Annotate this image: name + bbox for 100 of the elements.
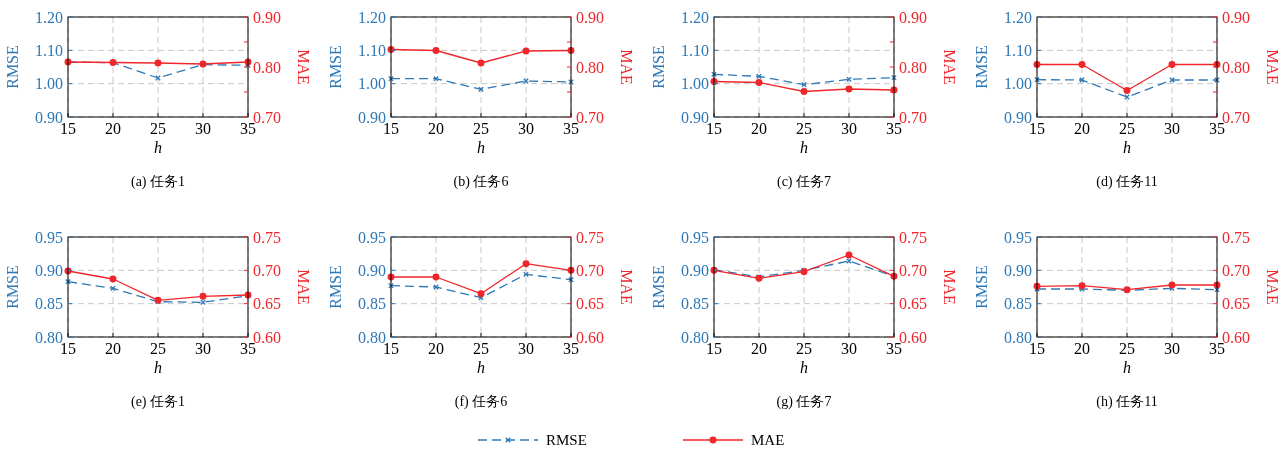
- y2-tick-label: 0.70: [253, 261, 281, 279]
- y2-tick-label: 0.70: [576, 261, 604, 279]
- y-tick-label: 0.95: [35, 228, 63, 246]
- y-tick-label: 0.80: [358, 328, 386, 346]
- y2-tick-label: 0.75: [1222, 228, 1250, 246]
- y2-tick-label: 0.65: [253, 295, 281, 313]
- x-tick-label: 30: [1164, 340, 1180, 357]
- y2-tick-label: 0.65: [899, 295, 927, 313]
- x-tick-label: 30: [841, 120, 857, 137]
- y2-axis-title: MAE: [1264, 269, 1281, 305]
- x-tick-label: 25: [1119, 340, 1135, 357]
- legend-label: MAE: [751, 432, 785, 449]
- y-tick-label: 1.10: [35, 41, 63, 59]
- x-tick-label: 25: [796, 120, 812, 137]
- y-axis-title: RMSE: [327, 265, 344, 309]
- y2-tick-label: 0.80: [899, 58, 927, 76]
- x-tick-label: 30: [1164, 120, 1180, 137]
- x-axis-title: h: [154, 359, 162, 376]
- x-tick-label: 20: [751, 120, 767, 137]
- legend-label: RMSE: [546, 432, 587, 449]
- y-tick-label: 0.90: [681, 108, 709, 126]
- y-tick-label: 0.90: [35, 261, 63, 279]
- y-tick-label: 0.90: [35, 108, 63, 126]
- y2-tick-label: 0.70: [899, 261, 927, 279]
- x-tick-label: 25: [150, 120, 166, 137]
- x-tick-label: 30: [518, 120, 534, 137]
- y2-axis-title: MAE: [295, 49, 312, 85]
- x-tick-label: 25: [1119, 120, 1135, 137]
- y-tick-label: 0.85: [681, 295, 709, 313]
- y2-tick-label: 0.90: [576, 8, 604, 26]
- x-tick-label: 30: [841, 340, 857, 357]
- text: (b) 任务6: [453, 174, 509, 190]
- y2-axis-title: MAE: [1264, 49, 1281, 85]
- y-tick-label: 1.00: [35, 75, 63, 93]
- y2-tick-label: 0.70: [1222, 261, 1250, 279]
- x-tick-label: 25: [473, 340, 489, 357]
- y2-tick-label: 0.65: [576, 295, 604, 313]
- y-tick-label: 1.20: [358, 8, 386, 26]
- y-tick-label: 0.85: [358, 295, 386, 313]
- y-axis-title: RMSE: [4, 265, 21, 309]
- text: (c) 任务7: [776, 174, 832, 190]
- y2-tick-label: 0.70: [576, 108, 604, 126]
- text: (g) 任务7: [776, 394, 832, 410]
- y-tick-label: 0.90: [358, 261, 386, 279]
- x-axis-title: h: [1123, 139, 1131, 156]
- text: (h) 任务11: [1096, 394, 1158, 410]
- x-tick-label: 20: [1074, 120, 1090, 137]
- y2-tick-label: 0.70: [1222, 108, 1250, 126]
- x-tick-label: 25: [150, 340, 166, 357]
- text: (a) 任务1: [130, 174, 186, 190]
- x-axis-title: h: [154, 139, 162, 156]
- x-tick-label: 20: [1074, 340, 1090, 357]
- x-axis-title: h: [1123, 359, 1131, 376]
- y-tick-label: 0.95: [681, 228, 709, 246]
- y2-tick-label: 0.75: [576, 228, 604, 246]
- y2-axis-title: MAE: [941, 269, 958, 305]
- y2-tick-label: 0.70: [899, 108, 927, 126]
- y-tick-label: 0.90: [358, 108, 386, 126]
- y-tick-label: 1.20: [681, 8, 709, 26]
- y2-axis-title: MAE: [295, 269, 312, 305]
- y2-tick-label: 0.65: [1222, 295, 1250, 313]
- y2-tick-label: 0.80: [1222, 58, 1250, 76]
- y-tick-label: 0.95: [1004, 228, 1032, 246]
- y-tick-label: 1.20: [35, 8, 63, 26]
- y2-tick-label: 0.60: [1222, 328, 1250, 346]
- y2-tick-label: 0.60: [899, 328, 927, 346]
- y2-tick-label: 0.60: [576, 328, 604, 346]
- y-tick-label: 0.80: [35, 328, 63, 346]
- x-axis-title: h: [477, 139, 485, 156]
- y-tick-label: 0.80: [681, 328, 709, 346]
- y2-tick-label: 0.70: [253, 108, 281, 126]
- y-axis-title: RMSE: [650, 265, 667, 309]
- x-tick-label: 20: [428, 120, 444, 137]
- y2-tick-label: 0.80: [576, 58, 604, 76]
- y-tick-label: 1.20: [1004, 8, 1032, 26]
- y-tick-label: 0.90: [681, 261, 709, 279]
- x-tick-label: 25: [796, 340, 812, 357]
- y-tick-label: 0.85: [1004, 295, 1032, 313]
- y-tick-label: 0.90: [1004, 261, 1032, 279]
- y-tick-label: 0.95: [358, 228, 386, 246]
- y-axis-title: RMSE: [650, 45, 667, 89]
- x-axis-title: h: [800, 359, 808, 376]
- text: (f) 任务6: [454, 394, 508, 410]
- x-tick-label: 20: [428, 340, 444, 357]
- y-axis-title: RMSE: [973, 45, 990, 89]
- y2-tick-label: 0.90: [899, 8, 927, 26]
- y2-tick-label: 0.75: [253, 228, 281, 246]
- y-axis-title: RMSE: [973, 265, 990, 309]
- y2-axis-title: MAE: [618, 49, 635, 85]
- y-tick-label: 1.00: [358, 75, 386, 93]
- y2-axis-title: MAE: [618, 269, 635, 305]
- y-tick-label: 1.00: [1004, 75, 1032, 93]
- x-tick-label: 30: [518, 340, 534, 357]
- y-tick-label: 0.80: [1004, 328, 1032, 346]
- y-axis-title: RMSE: [327, 45, 344, 89]
- x-tick-label: 25: [473, 120, 489, 137]
- x-tick-label: 20: [105, 120, 121, 137]
- y-tick-label: 0.90: [1004, 108, 1032, 126]
- y2-tick-label: 0.60: [253, 328, 281, 346]
- y2-tick-label: 0.90: [253, 8, 281, 26]
